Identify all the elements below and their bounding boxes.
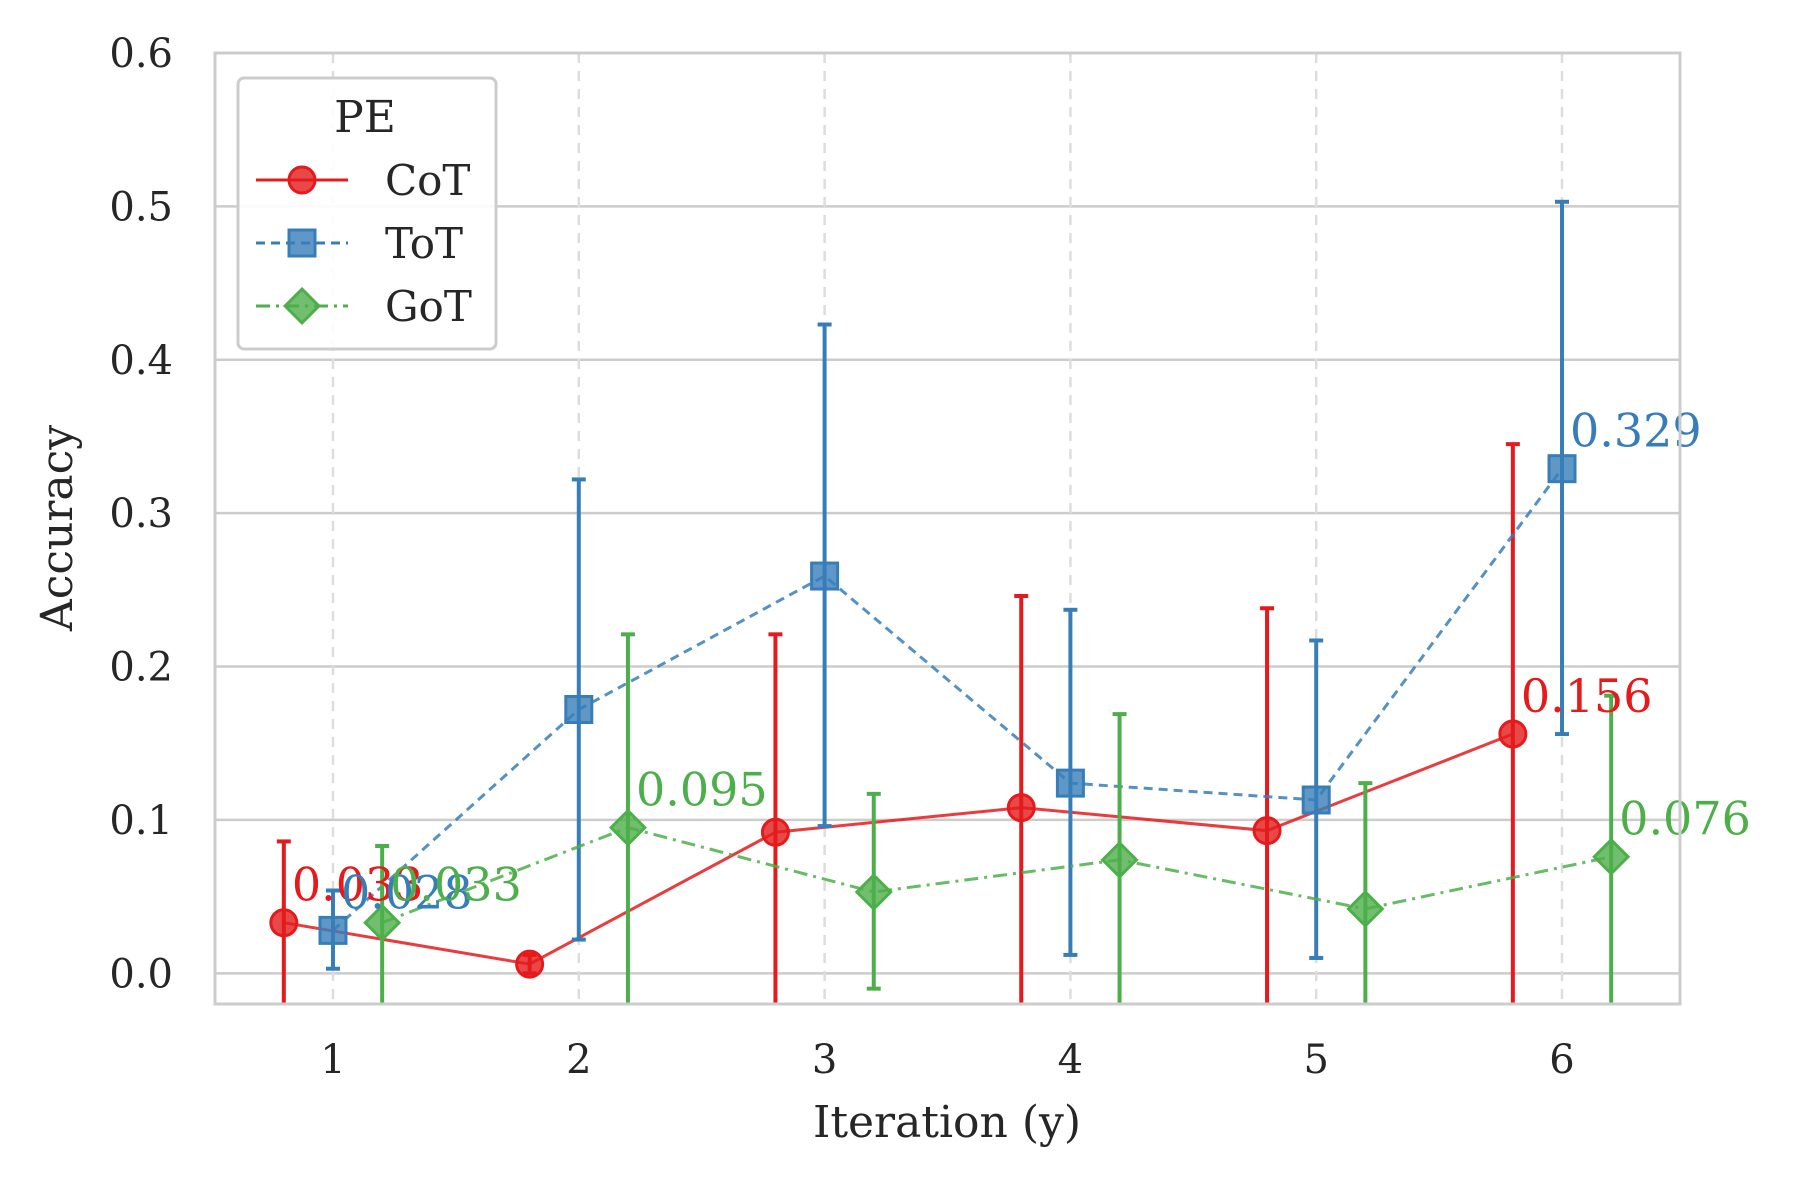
legend-items: CoT ToT GoT [256, 156, 472, 331]
x-tick-label: 1 [320, 1037, 345, 1083]
y-axis-label: Accuracy [32, 425, 83, 632]
series-cot [269, 442, 1528, 1004]
data-point-cot [1252, 816, 1282, 846]
legend-marker-tot [287, 228, 317, 258]
plot-frame [213, 51, 1682, 1006]
y-tick-label: 0.1 [109, 798, 173, 844]
x-tick-label: 6 [1549, 1037, 1574, 1083]
legend-label-cot: CoT [385, 156, 470, 205]
data-labels: 0.033 0.156 0.028 0.329 0.033 0.095 0.076 [292, 404, 1751, 920]
x-tick-label: 4 [1058, 1037, 1083, 1083]
data-point-tot [318, 915, 348, 945]
value-label-tot: 0.329 [1570, 404, 1702, 458]
data-point-cot [515, 949, 545, 979]
series-line-got [381, 826, 1612, 925]
value-label-cot: 0.156 [1521, 669, 1653, 723]
x-tick-label: 5 [1303, 1037, 1328, 1083]
series-line-tot [331, 467, 1564, 932]
value-label-got: 0.076 [1619, 792, 1751, 846]
data-point-cot [269, 908, 299, 938]
y-tick-label: 0.5 [109, 184, 173, 230]
series-tot [318, 199, 1577, 971]
series-line-cot [283, 732, 1514, 966]
legend-marker-got [282, 286, 322, 326]
data-point-got [608, 808, 647, 847]
data-point-cot [1006, 793, 1036, 823]
x-axis-label: Iteration (y) [813, 1097, 1081, 1148]
value-label-cot: 0.033 [292, 858, 424, 912]
value-label-tot: 0.028 [341, 865, 473, 919]
data-point-got [854, 873, 893, 912]
data-point-got [363, 903, 402, 942]
data-point-cot [760, 817, 790, 847]
y-tick-label: 0.6 [109, 31, 173, 77]
y-tick-label: 0.0 [109, 951, 173, 997]
x-tick-label: 3 [812, 1037, 837, 1083]
legend-box [236, 76, 498, 351]
y-tick-label: 0.4 [109, 338, 173, 384]
data-point-tot [564, 694, 594, 724]
value-label-got: 0.033 [390, 858, 522, 912]
legend-title: PE [334, 92, 396, 143]
data-point-tot [1547, 454, 1577, 484]
tick-labels: 0.0 0.1 0.2 0.3 0.4 0.5 0.6 1 2 3 4 5 6 [109, 31, 1574, 1083]
series-got [363, 632, 1631, 1004]
data-point-got [1100, 840, 1139, 879]
data-point-cot [1498, 719, 1528, 749]
y-tick-label: 0.3 [109, 491, 173, 537]
legend-marker-cot [287, 165, 317, 195]
x-tick-label: 2 [566, 1037, 591, 1083]
y-tick-label: 0.2 [109, 645, 173, 691]
data-point-tot [1301, 785, 1331, 815]
legend: PE CoT ToT GoT [236, 76, 498, 351]
series-layer [269, 199, 1631, 1004]
data-point-tot [1055, 768, 1085, 798]
data-point-got [1346, 889, 1385, 928]
legend-label-tot: ToT [385, 219, 463, 268]
data-point-got [1592, 837, 1631, 876]
data-point-tot [810, 561, 840, 591]
value-label-got: 0.095 [636, 763, 768, 817]
legend-label-got: GoT [385, 282, 472, 331]
